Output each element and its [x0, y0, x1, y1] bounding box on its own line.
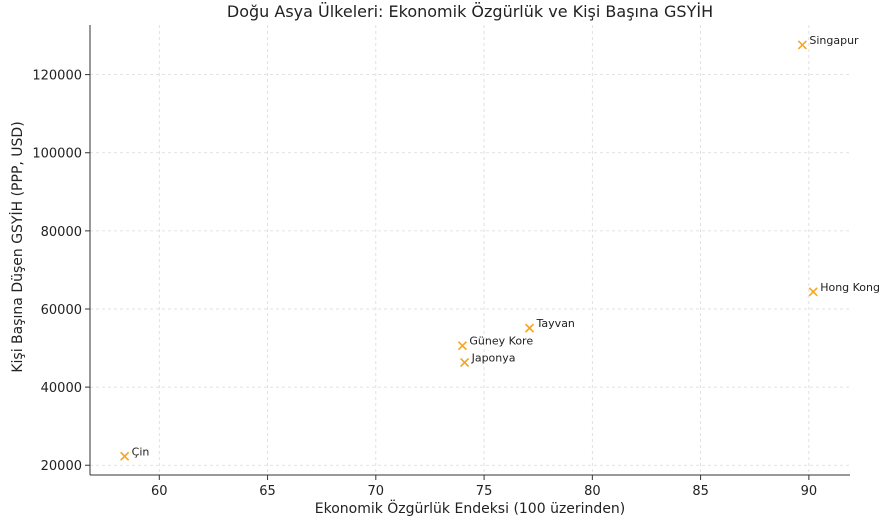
y-tick-label: 20000: [41, 459, 82, 474]
data-point: Güney Kore: [457, 335, 533, 351]
data-point: Hong Kong: [808, 281, 880, 297]
x-tick-label: 75: [476, 484, 493, 499]
x-tick-label: 70: [368, 484, 385, 499]
x-tick-label: 90: [801, 484, 818, 499]
point-label: Güney Kore: [469, 335, 533, 348]
data-point: Çin: [120, 445, 150, 461]
chart-title: Doğu Asya Ülkeleri: Ekonomik Özgürlük ve…: [227, 2, 713, 21]
point-label: Japonya: [471, 352, 516, 365]
x-tick-label: 80: [584, 484, 601, 499]
y-axis-label: Kişi Başına Düşen GSYİH (PPP, USD): [8, 121, 26, 372]
x-tick-label: 60: [151, 484, 168, 499]
x-marker-stroke: [460, 357, 470, 368]
data-point: Japonya: [460, 352, 516, 368]
y-axis-ticks: 20000 40000 60000 80000 100000 120000: [32, 69, 90, 474]
y-tick-label: 60000: [41, 303, 82, 318]
x-tick-label: 85: [692, 484, 709, 499]
x-marker-stroke: [457, 341, 467, 351]
x-tick-label: 65: [259, 484, 276, 499]
point-label: Çin: [132, 445, 150, 458]
data-point: Tayvan: [524, 317, 575, 333]
point-label: Singapur: [809, 34, 859, 47]
y-tick-label: 40000: [41, 381, 82, 396]
point-label: Hong Kong: [820, 281, 880, 294]
y-tick-label: 80000: [41, 225, 82, 240]
data-point: Singapur: [797, 34, 859, 50]
x-axis-ticks: 60 65 70 75 80 85 90: [151, 475, 817, 499]
point-label: Tayvan: [536, 317, 575, 330]
x-marker-stroke: [797, 40, 807, 50]
x-marker-stroke: [808, 287, 818, 297]
x-marker-stroke: [524, 323, 535, 333]
y-tick-label: 100000: [32, 147, 82, 162]
x-marker-stroke: [120, 451, 130, 461]
grid-lines: [90, 25, 850, 475]
x-axis-label: Ekonomik Özgürlük Endeksi (100 üzerinden…: [315, 499, 626, 517]
y-tick-label: 120000: [32, 69, 82, 84]
axes: [89, 25, 850, 476]
